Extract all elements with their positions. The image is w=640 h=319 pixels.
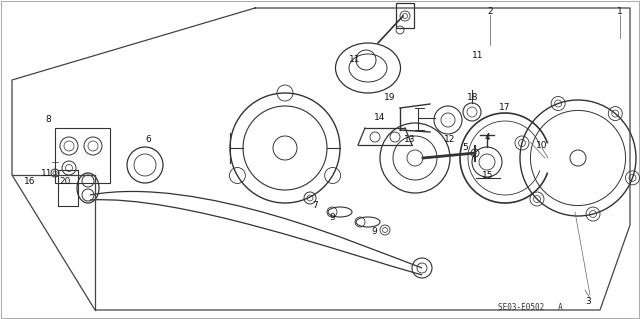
Bar [55, 128, 110, 183]
Text: SE03-E0502   A: SE03-E0502 A [498, 303, 563, 313]
Text: 16: 16 [24, 177, 36, 187]
Text: 14: 14 [374, 114, 386, 122]
Text: 19: 19 [384, 93, 396, 102]
Text: 10: 10 [536, 140, 548, 150]
Text: 12: 12 [444, 136, 456, 145]
Text: 11: 11 [41, 169, 52, 179]
Text: 8: 8 [45, 115, 51, 124]
Text: 6: 6 [145, 136, 151, 145]
Text: 9: 9 [371, 227, 377, 236]
Text: 9: 9 [329, 213, 335, 222]
Text: 5: 5 [462, 143, 468, 152]
Text: 18: 18 [467, 93, 479, 102]
Text: 11: 11 [349, 56, 361, 64]
Text: 2: 2 [487, 8, 493, 17]
Text: 15: 15 [483, 170, 493, 180]
Text: 1: 1 [617, 8, 623, 17]
Text: 7: 7 [312, 201, 318, 210]
Text: 3: 3 [585, 298, 591, 307]
Bar [396, 3, 414, 28]
Text: 20: 20 [60, 177, 70, 187]
Text: 11: 11 [472, 50, 484, 60]
Text: 17: 17 [499, 103, 511, 113]
Text: 13: 13 [404, 136, 416, 145]
Text: 4: 4 [484, 133, 490, 143]
